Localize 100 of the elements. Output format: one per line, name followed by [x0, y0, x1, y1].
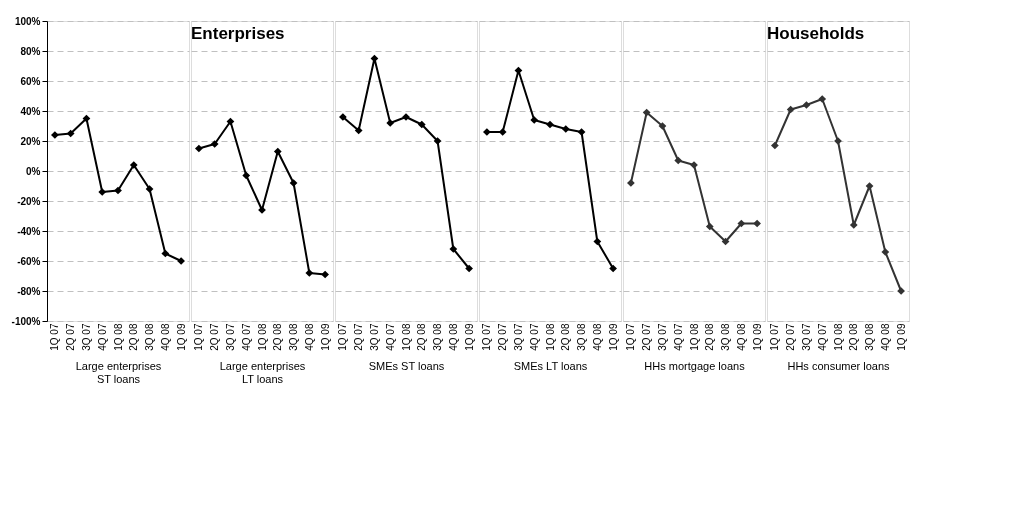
x-tick-label: 2Q 07	[785, 323, 797, 351]
point	[881, 248, 890, 256]
x-tick-label: 3Q 08	[864, 323, 876, 351]
x-tick-label: 4Q 07	[816, 323, 828, 351]
point	[114, 186, 122, 195]
x-tick-label: 4Q 07	[528, 323, 540, 351]
point	[577, 128, 586, 136]
x-tick-label: 2Q 07	[353, 323, 365, 351]
y-tick-label: -80%	[17, 285, 41, 297]
x-tick-label: 4Q 08	[159, 323, 171, 351]
x-tick-label: 3Q 07	[656, 323, 668, 351]
point	[802, 101, 811, 109]
x-tick-label: 3Q 07	[512, 323, 524, 351]
y-tick-label: -60%	[17, 255, 41, 267]
x-axis-title: SMEs ST loans	[368, 359, 445, 372]
x-tick-label: 1Q 07	[481, 323, 493, 351]
x-tick-label: 1Q 09	[175, 323, 187, 351]
x-tick-label: 2Q 07	[641, 323, 653, 351]
x-tick-label: 3Q 07	[800, 323, 812, 351]
x-tick-label: 4Q 08	[303, 323, 315, 351]
x-tick-label: 1Q 08	[832, 323, 844, 351]
x-tick-label: 2Q 07	[65, 323, 77, 351]
x-tick-label: 2Q 08	[128, 323, 140, 351]
x-axis-title: HHs mortgage loans	[644, 359, 746, 372]
x-tick-label: 3Q 08	[432, 323, 444, 351]
point	[786, 105, 795, 114]
point	[417, 120, 426, 129]
chart-title: Households	[767, 24, 865, 43]
x-axis-title: Large enterprises LT loans	[219, 359, 306, 385]
x-tick-label: 3Q 08	[576, 323, 588, 351]
x-tick-label: 3Q 07	[224, 323, 236, 351]
x-tick-label: 4Q 08	[591, 323, 603, 351]
point	[609, 264, 617, 273]
x-tick-label: 3Q 07	[80, 323, 92, 351]
point	[865, 182, 874, 190]
point	[305, 269, 314, 277]
y-tick-label: 20%	[20, 135, 41, 147]
chart-title: Enterprises	[191, 24, 285, 43]
y-tick-label: 60%	[20, 75, 41, 87]
x-tick-label: 1Q 07	[193, 323, 205, 351]
y-tick-label: -100%	[11, 315, 41, 327]
y-tick-label: 80%	[20, 45, 41, 57]
y-tick-label: 40%	[20, 105, 41, 117]
x-tick-label: 2Q 08	[848, 323, 860, 351]
x-tick-label: 2Q 08	[560, 323, 572, 351]
point	[658, 122, 667, 130]
x-tick-label: 4Q 07	[384, 323, 396, 351]
x-tick-label: 2Q 07	[209, 323, 221, 351]
point	[161, 249, 170, 258]
y-tick-label: 100%	[14, 15, 41, 27]
point	[98, 188, 107, 196]
x-tick-label: 2Q 08	[416, 323, 428, 351]
x-tick-label: 4Q 07	[672, 323, 684, 351]
point	[561, 125, 570, 133]
x-tick-label: 1Q 08	[256, 323, 268, 351]
point	[273, 147, 282, 156]
x-tick-label: 1Q 08	[688, 323, 700, 351]
x-tick-label: 1Q 09	[895, 323, 907, 351]
point	[674, 156, 683, 165]
point	[593, 237, 602, 246]
x-tick-label: 1Q 07	[49, 323, 61, 351]
x-axis-title: HHs consumer loans	[787, 359, 891, 372]
x-tick-label: 2Q 07	[497, 323, 509, 351]
x-tick-label: 1Q 07	[769, 323, 781, 351]
point	[210, 140, 219, 148]
point	[849, 221, 858, 229]
x-tick-label: 1Q 08	[400, 323, 412, 351]
point	[129, 161, 138, 169]
point	[818, 95, 827, 103]
x-tick-label: 1Q 09	[319, 323, 331, 351]
x-tick-label: 3Q 07	[368, 323, 380, 351]
point	[530, 116, 539, 124]
x-tick-label: 3Q 08	[720, 323, 732, 351]
x-tick-label: 2Q 08	[272, 323, 284, 351]
x-tick-label: 4Q 08	[447, 323, 459, 351]
x-tick-label: 4Q 07	[96, 323, 108, 351]
point	[433, 137, 442, 145]
x-tick-label: 1Q 09	[751, 323, 763, 351]
point	[289, 179, 298, 187]
point	[145, 185, 154, 193]
point	[642, 108, 651, 117]
x-tick-label: 3Q 08	[144, 323, 156, 351]
x-tick-label: 3Q 08	[288, 323, 300, 351]
x-tick-label: 4Q 07	[240, 323, 252, 351]
point	[242, 171, 251, 180]
point	[771, 141, 779, 150]
x-axis-title: SMEs LT loans	[513, 359, 588, 372]
x-tick-label: 1Q 08	[112, 323, 124, 351]
x-tick-label: 1Q 08	[544, 323, 556, 351]
x-tick-label: 1Q 09	[463, 323, 475, 351]
x-tick-label: 1Q 07	[625, 323, 637, 351]
y-tick-label: -20%	[17, 195, 41, 207]
point	[737, 219, 746, 228]
x-axis-title: Large enterprises ST loans	[75, 359, 162, 385]
point	[465, 264, 473, 273]
x-tick-label: 2Q 08	[704, 323, 716, 351]
point	[546, 120, 554, 129]
point	[321, 270, 329, 279]
y-tick-label: 0%	[26, 165, 41, 177]
point	[195, 144, 203, 153]
